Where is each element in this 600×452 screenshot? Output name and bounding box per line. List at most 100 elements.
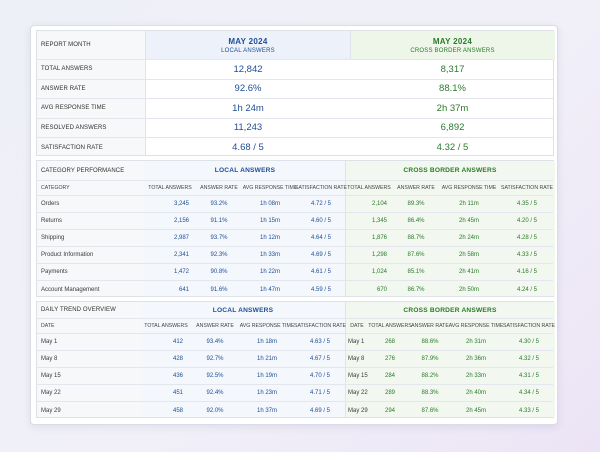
local-cell: 1h 47m bbox=[259, 286, 280, 293]
category-local-band bbox=[145, 161, 345, 296]
local-cell: 2,341 bbox=[173, 252, 189, 258]
local-cell: 1h 12m bbox=[259, 235, 280, 241]
daily-trend-section: DAILY TREND OVERVIEW LOCAL ANSWERS CROSS… bbox=[36, 301, 555, 418]
local-col-total-answers: TOTAL ANSWERS bbox=[144, 323, 188, 329]
cross-date: May 15 bbox=[348, 373, 368, 379]
local-month: MAY 2024 bbox=[228, 36, 268, 46]
cross-cell: 2h 31m bbox=[465, 339, 486, 345]
local-cell: 92.7% bbox=[206, 356, 224, 362]
cross-col-avg-response-time: AVG RESPONSE TIME bbox=[441, 185, 497, 191]
local-cell: 4.72 / 5 bbox=[310, 201, 331, 207]
local-cell: 92.4% bbox=[206, 390, 224, 396]
local-cell: 1h 19m bbox=[256, 373, 277, 379]
local-date: May 22 bbox=[41, 390, 61, 396]
category-cross-label: CROSS BORDER ANSWERS bbox=[403, 167, 497, 174]
cross-col-avg-response-time: AVG RESPONSE TIME bbox=[448, 323, 504, 329]
cross-header: MAY 2024 CROSS BORDER ANSWERS bbox=[350, 31, 555, 59]
summary-cross-value: 8,317 bbox=[440, 63, 465, 75]
category-name: Account Management bbox=[41, 286, 100, 293]
cross-cell: 276 bbox=[384, 356, 395, 362]
summary-row: TOTAL ANSWERS 12,842 8,317 bbox=[37, 60, 553, 80]
local-label: LOCAL ANSWERS bbox=[221, 47, 275, 54]
local-cell: 4.63 / 5 bbox=[309, 339, 330, 345]
cross-cell: 2,104 bbox=[371, 201, 387, 207]
summary-row-label: AVG RESPONSE TIME bbox=[41, 105, 106, 112]
category-row: Returns 2,156 91.1% 1h 15m 4.60 / 5 1,345 86.4… bbox=[37, 213, 553, 230]
cross-date: May 1 bbox=[348, 339, 365, 345]
local-cell: 2,156 bbox=[173, 218, 189, 224]
local-col-answer-rate: ANSWER RATE bbox=[196, 323, 234, 329]
cross-cell: 86.4% bbox=[407, 218, 425, 224]
local-cell: 1h 22m bbox=[259, 269, 280, 275]
summary-cross-value: 6,892 bbox=[440, 122, 465, 134]
local-cell: 92.0% bbox=[206, 407, 224, 414]
cross-cell: 670 bbox=[376, 286, 387, 293]
local-cell: 4.67 / 5 bbox=[309, 356, 330, 362]
cross-cell: 85.1% bbox=[407, 269, 425, 275]
daily-cross-band bbox=[345, 302, 555, 417]
local-col-satisfaction-rate: SATISFACTION RATE bbox=[295, 185, 347, 191]
daily-row: May 1 412 93.4% 1h 18m 4.63 / 5 May 1 268 88.6%… bbox=[37, 334, 553, 351]
daily-row: May 8 428 92.7% 1h 21m 4.67 / 5 May 8 276 87.9%… bbox=[37, 351, 553, 368]
local-col-total-answers: TOTAL ANSWERS bbox=[148, 185, 192, 191]
cross-date-col-header: DATE bbox=[350, 323, 364, 329]
summary-row-label: SATISFACTION RATE bbox=[41, 144, 103, 151]
report-card: REPORT MONTH MAY 2024 LOCAL ANSWERS MAY … bbox=[30, 25, 558, 425]
cross-cell: 2h 45m bbox=[465, 407, 486, 414]
local-cell: 92.3% bbox=[210, 252, 228, 258]
cross-cell: 4.31 / 5 bbox=[518, 373, 539, 379]
local-date: May 29 bbox=[41, 407, 61, 414]
cross-month: MAY 2024 bbox=[432, 36, 473, 46]
summary-row: RESOLVED ANSWERS 11,243 6,892 bbox=[37, 119, 553, 138]
cross-col-satisfaction-rate: SATISFACTION RATE bbox=[501, 185, 553, 191]
cross-cell: 2h 24m bbox=[458, 235, 479, 241]
cross-cell: 87.6% bbox=[407, 252, 425, 258]
cross-cell: 2h 45m bbox=[458, 218, 479, 224]
daily-row: May 22 451 92.4% 1h 23m 4.71 / 5 May 22 289 88.… bbox=[37, 385, 553, 402]
category-name: Orders bbox=[41, 201, 60, 207]
cross-cell: 4.35 / 5 bbox=[516, 201, 537, 207]
category-row: Account Management 641 91.6% 1h 47m 4.59 / 5… bbox=[37, 281, 553, 298]
summary-local-value: 12,842 bbox=[233, 63, 263, 75]
summary-row-label: RESOLVED ANSWERS bbox=[41, 124, 107, 131]
cross-cell: 2h 33m bbox=[465, 373, 486, 379]
local-date-col-header: DATE bbox=[41, 323, 55, 329]
category-name: Shipping bbox=[41, 235, 65, 241]
category-col-header: CATEGORY bbox=[41, 185, 70, 191]
local-cell: 1h 37m bbox=[256, 407, 277, 414]
category-name: Product Information bbox=[41, 252, 94, 258]
category-local-label: LOCAL ANSWERS bbox=[214, 167, 276, 174]
summary-label-column bbox=[37, 31, 146, 155]
cross-cell: 1,298 bbox=[371, 252, 387, 258]
cross-cell: 88.3% bbox=[421, 390, 439, 396]
summary-row: SATISFACTION RATE 4.68 / 5 4.32 / 5 bbox=[37, 138, 553, 157]
local-cell: 412 bbox=[172, 339, 183, 345]
local-date: May 8 bbox=[41, 356, 58, 362]
summary-row-label: TOTAL ANSWERS bbox=[41, 66, 93, 73]
daily-cross-label: CROSS BORDER ANSWERS bbox=[403, 306, 497, 314]
cross-cell: 4.28 / 5 bbox=[516, 235, 537, 241]
local-cell: 4.60 / 5 bbox=[310, 218, 331, 224]
local-cell: 458 bbox=[172, 407, 183, 414]
cross-cell: 1,876 bbox=[371, 235, 387, 241]
report-month-label: REPORT MONTH bbox=[41, 42, 91, 48]
local-cell: 91.6% bbox=[210, 286, 228, 293]
category-performance-section: CATEGORY PERFORMANCE LOCAL ANSWERS CROSS… bbox=[36, 160, 555, 298]
local-cell: 91.1% bbox=[210, 218, 228, 224]
cross-cell: 2h 41m bbox=[458, 269, 479, 275]
local-cell: 436 bbox=[172, 373, 183, 379]
summary-row: AVG RESPONSE TIME 1h 24m 2h 37m bbox=[37, 99, 553, 119]
cross-col-answer-rate: ANSWER RATE bbox=[411, 323, 449, 329]
cross-col-total-answers: TOTAL ANSWERS bbox=[347, 185, 391, 191]
category-label-band bbox=[37, 161, 145, 296]
category-row: Payments 1,472 90.8% 1h 22m 4.61 / 5 1,024 85.… bbox=[37, 264, 553, 281]
local-cell: 4.59 / 5 bbox=[310, 286, 331, 293]
local-cell: 1h 15m bbox=[259, 218, 280, 224]
local-cell: 3,245 bbox=[173, 201, 189, 207]
cross-cell: 268 bbox=[384, 339, 395, 345]
local-cell: 1h 18m bbox=[256, 339, 277, 345]
cross-cell: 88.6% bbox=[421, 339, 439, 345]
local-col-avg-response-time: AVG RESPONSE TIME bbox=[242, 185, 298, 191]
summary-local-value: 1h 24m bbox=[232, 102, 264, 114]
cross-date: May 22 bbox=[348, 390, 368, 396]
